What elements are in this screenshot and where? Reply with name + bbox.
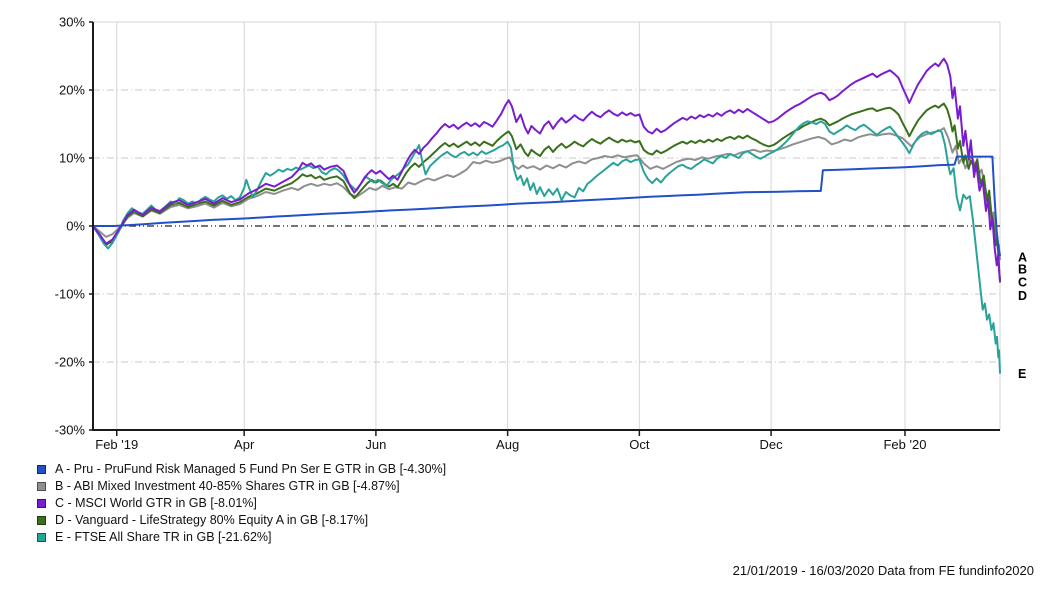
legend-swatch-e [37,533,46,542]
legend-item-c: C - MSCI World GTR in GB [-8.01%] [37,495,446,512]
y-tick-label: 20% [59,83,85,98]
legend-swatch-b [37,482,46,491]
legend-label-b: B - ABI Mixed Investment 40-85% Shares G… [55,479,400,493]
series-end-label-E: E [1018,367,1026,381]
legend-swatch-c [37,499,46,508]
legend-swatch-d [37,516,46,525]
y-tick-label: 0% [66,219,85,234]
axes [89,21,1000,436]
legend-item-d: D - Vanguard - LifeStrategy 80% Equity A… [37,512,446,529]
x-tick-label: Jun [365,437,386,452]
legend-label-e: E - FTSE All Share TR in GB [-21.62%] [55,530,272,544]
series-end-label-C: C [1018,275,1027,289]
legend-label-a: A - Pru - PruFund Risk Managed 5 Fund Pn… [55,462,447,476]
performance-line-chart: 30% 20% 10% 0% -10% -20% -30% Feb '19 Apr Jun Aug O… [55,15,1027,453]
y-tick-label: -10% [55,287,86,302]
x-tick-label: Dec [760,437,784,452]
series-line-D [92,102,1001,283]
legend-item-b: B - ABI Mixed Investment 40-85% Shares G… [37,478,446,495]
legend-swatch-a [37,465,46,474]
x-tick-label: Oct [629,437,650,452]
series-line-C [92,57,1001,282]
legend-label-c: C - MSCI World GTR in GB [-8.01%] [55,496,257,510]
series-end-label-A: A [1018,250,1027,264]
chart-legend: A - Pru - PruFund Risk Managed 5 Fund Pn… [37,461,446,546]
y-tick-label: -20% [55,355,86,370]
y-tick-label: 10% [59,151,85,166]
series-line-E [92,120,1001,374]
chart-area: 30% 20% 10% 0% -10% -20% -30% Feb '19 Apr Jun Aug O… [55,15,1027,453]
legend-label-d: D - Vanguard - LifeStrategy 80% Equity A… [55,513,369,527]
x-tick-label: Aug [496,437,519,452]
x-tick-label: Feb '19 [95,437,138,452]
date-range-source-text: 21/01/2019 - 16/03/2020 Data from FE fun… [732,563,1034,578]
legend-item-e: E - FTSE All Share TR in GB [-21.62%] [37,529,446,546]
x-tick-label: Feb '20 [883,437,926,452]
y-tick-label: 30% [59,15,85,30]
horizontal-gridlines [93,89,1000,363]
x-tick-label: Apr [234,437,255,452]
series-end-label-B: B [1018,263,1027,277]
series-end-label-D: D [1018,289,1027,303]
y-tick-label: -30% [55,423,86,438]
legend-item-a: A - Pru - PruFund Risk Managed 5 Fund Pn… [37,461,446,478]
series-line-A [92,155,1001,257]
